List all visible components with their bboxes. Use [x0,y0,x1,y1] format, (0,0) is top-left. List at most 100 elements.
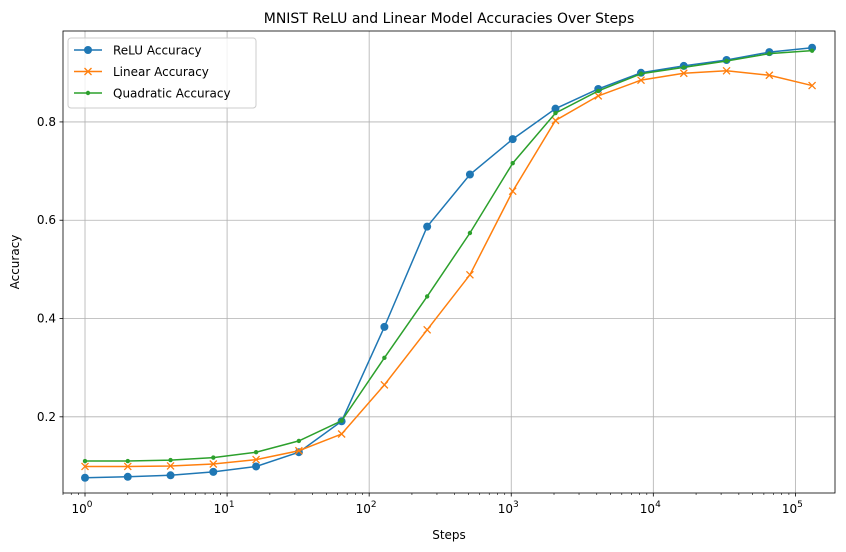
x-tick-label: 103 [498,500,519,516]
data-point [380,380,389,389]
x-tick-label-exponent: 1 [229,500,235,510]
data-point [123,462,132,471]
data-point-stroke [423,325,432,334]
y-axis: 0.2 0.4 0.6 0.8 [37,115,63,424]
data-point [81,473,90,482]
data-point-stroke [637,76,645,85]
x-tick-label: 102 [356,500,377,516]
data-point-stroke [765,71,774,80]
data-point [638,71,644,76]
data-point-stroke [123,462,132,471]
x-tick-label-base: 10 [498,502,513,516]
legend-box [67,37,257,109]
data-point-stroke [337,430,346,438]
x-axis: 100 101 102 103 104 105 [62,493,803,516]
x-tick-label: 100 [72,500,93,516]
legend-label: Linear Accuracy [113,65,209,79]
data-point [84,67,92,76]
legend-entry: Quadratic Accuracy [74,87,231,101]
data-point [808,81,817,90]
x-tick-label-exponent: 3 [513,500,519,510]
y-axis-label: Accuracy [8,235,22,290]
data-point [209,467,218,476]
data-point-stroke [252,455,261,464]
data-point [809,48,815,53]
x-tick-label: 101 [214,500,235,516]
data-point [508,187,517,196]
data-point [510,161,515,166]
data-point-stroke [508,187,517,196]
series-linear-accuracy [81,66,817,471]
legend: ReLU Accuracy Linear Accuracy Quadratic Ac… [67,37,257,109]
x-tick-label-base: 10 [72,502,87,516]
plot-frame [62,30,836,494]
data-point [382,355,387,361]
x-tick-label: 105 [782,500,803,516]
data-point [253,450,259,455]
data-point-stroke [722,66,731,75]
y-tick-label: 0.8 [37,115,56,129]
legend-label: ReLU Accuracy [113,44,202,58]
data-point [423,222,432,231]
data-point [252,462,261,471]
data-point [294,446,303,455]
data-point-stroke [808,81,817,90]
series-line [85,49,813,462]
data-point [681,65,686,70]
x-tick-label-base: 10 [782,502,797,516]
x-tick-label-exponent: 2 [371,500,377,510]
chart-title: MNIST ReLU and Linear Model Accuracies O… [264,11,635,27]
data-point [81,462,89,471]
data-point [85,90,91,96]
data-point-stroke [209,460,218,468]
data-point [424,294,430,299]
x-tick-label: 104 [640,500,661,516]
data-point [508,135,517,144]
data-point [596,88,601,94]
data-point-stroke [294,446,303,455]
x-axis-label: Steps [432,528,466,542]
data-point-stroke [594,91,603,100]
x-tick-label-base: 10 [356,502,371,516]
x-tick-label-base: 10 [214,502,229,516]
y-tick-label: 0.6 [37,213,56,227]
data-point [722,66,731,75]
data-point [808,43,817,52]
data-point [553,110,558,116]
data-point [123,472,132,481]
data-point [551,116,560,125]
data-point [465,170,474,179]
x-tick-label-exponent: 4 [655,500,661,510]
data-point [296,438,302,444]
data-point [252,455,261,464]
data-point [339,418,344,423]
data-point-stroke [81,462,89,471]
data-point [423,325,432,334]
data-point [637,76,645,85]
data-point [82,458,88,464]
data-point [594,91,603,100]
legend-label: Quadratic Accuracy [113,87,231,101]
data-point-stroke [84,67,92,76]
data-point-stroke [380,380,389,389]
y-tick-label: 0.4 [37,312,56,326]
data-point [166,462,175,470]
series-quadratic-accuracy [82,48,815,464]
series-layer [81,43,817,482]
data-point-stroke [465,270,474,279]
data-point-stroke [679,69,688,78]
series-line [84,46,813,479]
data-point [380,322,389,331]
series-line [85,70,813,468]
data-point [337,430,346,438]
data-point [679,69,688,78]
y-tick-label: 0.2 [37,410,56,424]
data-point [467,230,473,236]
data-point [211,455,216,460]
data-point [168,457,173,463]
x-tick-label-exponent: 5 [797,500,803,510]
data-point-stroke [166,462,175,470]
x-tick-label-base: 10 [640,502,655,516]
data-point [465,270,474,279]
